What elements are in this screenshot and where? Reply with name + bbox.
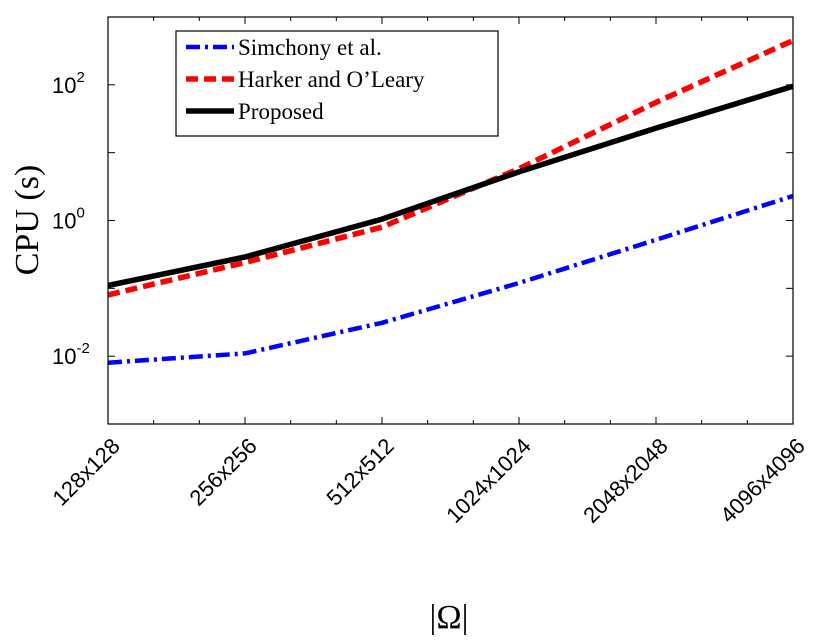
x-tick-labels: 128x128 256x256 512x512 1024x1024 2048x2048 4… (47, 433, 809, 528)
y-tick-label: 102 (52, 69, 85, 98)
x-ticks (107, 17, 794, 424)
legend-box (175, 30, 499, 137)
y-axis-title: CPU (s) (9, 165, 46, 276)
series-line-1 (107, 37, 795, 298)
legend-label-1: Harker and O’Leary (238, 67, 425, 92)
x-tick-label: 128x128 (47, 433, 124, 510)
y-tick-label: 100 (52, 205, 85, 234)
x-tick-label: 256x256 (184, 433, 261, 510)
x-tick-label: 4096x4096 (715, 433, 810, 528)
x-axis-title: |Ω| (430, 599, 469, 636)
x-tick-label: 1024x1024 (441, 433, 536, 528)
legend-label-0: Simchony et al. (238, 35, 382, 60)
legend-label-2: Proposed (238, 99, 324, 124)
x-tick-label: 512x512 (321, 433, 398, 510)
series-line-0 (107, 193, 794, 365)
y-tick-label: 10-2 (52, 340, 90, 369)
y-ticks (108, 16, 793, 425)
series-line-2 (107, 83, 794, 289)
legend: Simchony et al. Harker and O’Leary Propose… (175, 30, 499, 137)
plot-lines (107, 37, 795, 365)
y-tick-labels: 10-2 100 102 (52, 69, 90, 369)
x-tick-label: 2048x2048 (578, 433, 673, 528)
